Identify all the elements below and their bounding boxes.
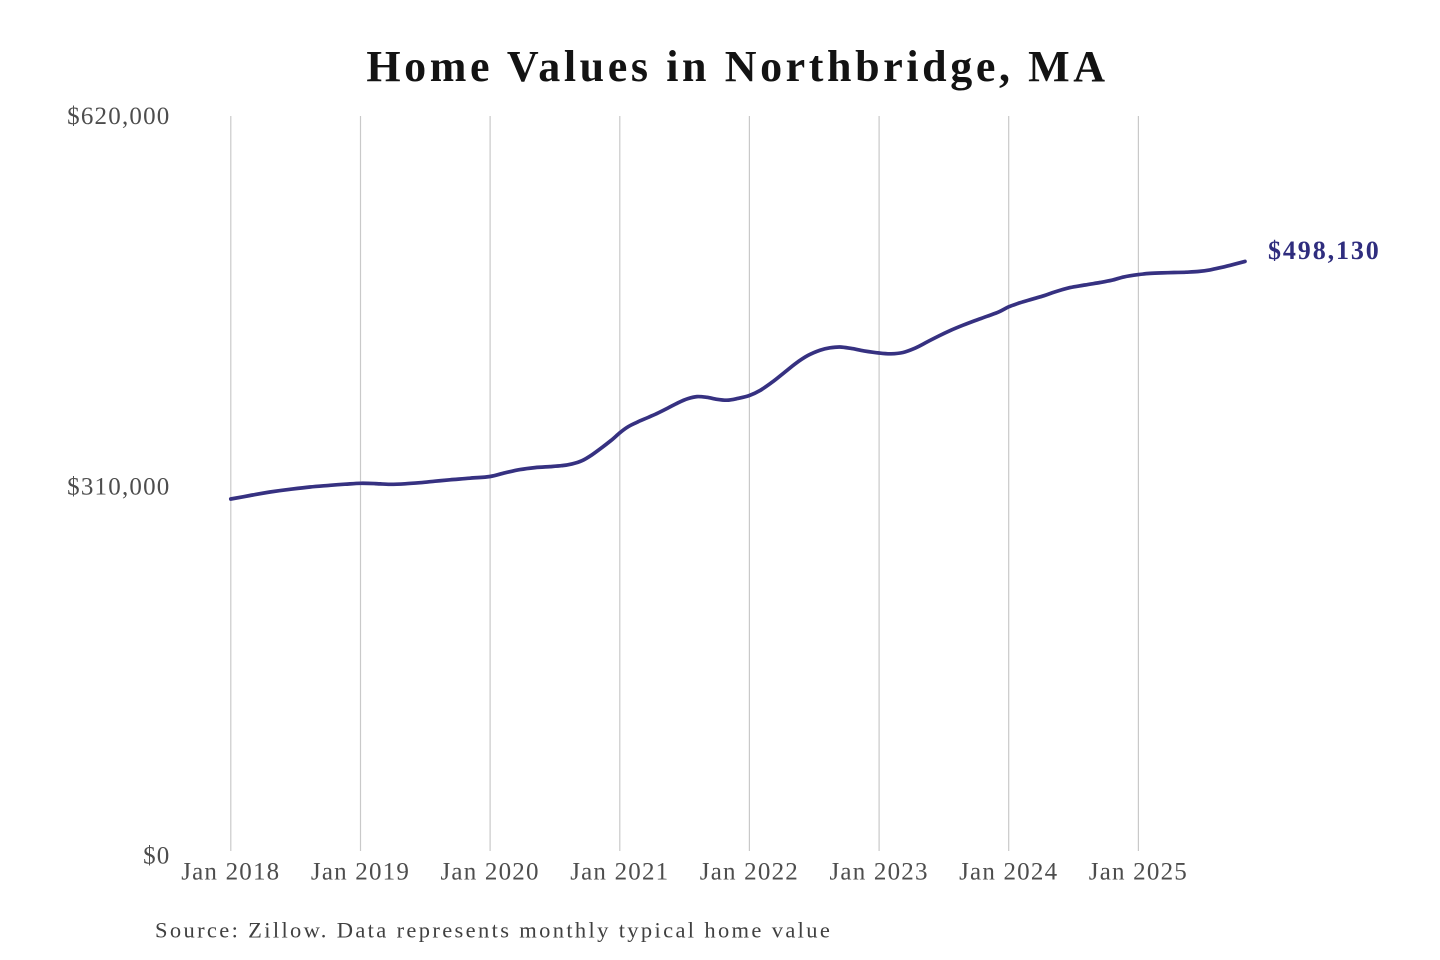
svg-text:Jan 2018: Jan 2018: [181, 859, 280, 886]
svg-text:Source: Zillow. Data represent: Source: Zillow. Data represents monthly …: [155, 918, 832, 943]
svg-text:$0: $0: [143, 843, 170, 870]
svg-text:$620,000: $620,000: [67, 103, 170, 130]
svg-text:Jan 2022: Jan 2022: [700, 859, 799, 886]
svg-text:Jan 2019: Jan 2019: [311, 859, 410, 886]
svg-text:Jan 2021: Jan 2021: [570, 859, 669, 886]
svg-text:Jan 2020: Jan 2020: [441, 859, 540, 886]
svg-text:Jan 2024: Jan 2024: [959, 859, 1058, 886]
svg-text:$498,130: $498,130: [1268, 236, 1381, 265]
svg-text:Jan 2025: Jan 2025: [1089, 859, 1188, 886]
svg-text:Home Values in Northbridge, MA: Home Values in Northbridge, MA: [366, 42, 1108, 91]
svg-text:Jan 2023: Jan 2023: [830, 859, 929, 886]
svg-text:$310,000: $310,000: [67, 473, 170, 500]
